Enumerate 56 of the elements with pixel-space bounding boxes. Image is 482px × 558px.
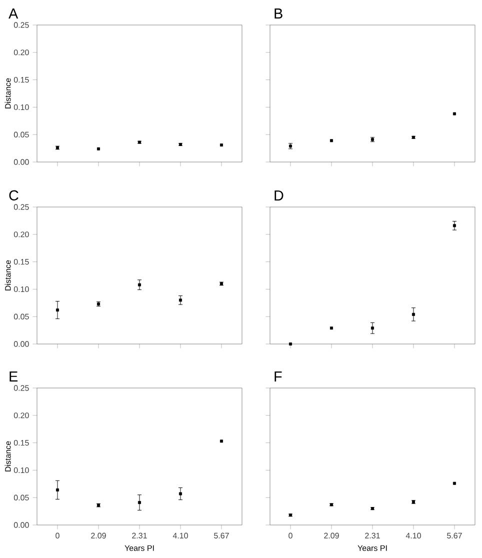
- x-tick-label: 0: [288, 532, 292, 538]
- y-tick-label: 0.05: [14, 132, 29, 138]
- x-axis-title: Years PI: [358, 545, 387, 551]
- y-tick-label: 0.10: [14, 286, 29, 292]
- point: [56, 308, 59, 312]
- y-tick-label: 0.10: [14, 104, 29, 110]
- point: [452, 482, 456, 485]
- x-tick-label: 4.10: [172, 532, 188, 538]
- y-axis-title: Distance: [4, 260, 11, 290]
- y-tick-label: 0.15: [14, 258, 29, 265]
- y-axis-title: Distance: [4, 78, 11, 108]
- chart-title: E: [10, 372, 18, 382]
- y-tick-label: 0.00: [14, 159, 29, 165]
- x-axis-title: Years PI: [124, 545, 154, 551]
- y-tick-label: 0.00: [14, 522, 29, 528]
- point: [330, 326, 333, 330]
- point: [138, 501, 141, 504]
- y-tick-label: 0.25: [14, 22, 29, 28]
- chart-title: F: [274, 372, 282, 382]
- x-tick-label: 2.09: [324, 532, 339, 538]
- y-tick-label: 0.10: [14, 467, 29, 474]
- point: [220, 440, 223, 443]
- y-tick-label: 0.20: [14, 232, 29, 238]
- point: [412, 312, 415, 316]
- chart-title: C: [9, 190, 18, 200]
- y-tick-label: 0.05: [14, 494, 29, 500]
- x-tick-label: 5.67: [214, 532, 229, 538]
- point: [452, 112, 456, 116]
- y-tick-label: 0.15: [14, 440, 29, 446]
- point: [138, 283, 141, 286]
- x-tick-label: 2.31: [365, 532, 380, 538]
- chart-title: A: [8, 8, 18, 18]
- x-tick-label: 4.10: [406, 532, 421, 538]
- point: [96, 147, 100, 150]
- y-tick-label: 0.25: [14, 385, 29, 391]
- point: [178, 298, 182, 302]
- y-tick-label: 0.00: [14, 341, 29, 347]
- y-axis-title: Distance: [4, 441, 11, 472]
- chart-title: B: [274, 8, 282, 18]
- y-tick-label: 0.25: [14, 204, 29, 210]
- point: [220, 144, 223, 147]
- point: [288, 342, 292, 346]
- point: [370, 326, 374, 330]
- x-tick-label: 2.09: [91, 532, 106, 538]
- point: [56, 488, 59, 492]
- point: [452, 224, 456, 228]
- chart-title: D: [274, 190, 284, 200]
- y-tick-label: 0.05: [14, 314, 29, 320]
- x-tick-label: 5.67: [447, 532, 462, 538]
- y-tick-label: 0.20: [14, 50, 29, 56]
- point: [178, 492, 182, 496]
- x-tick-label: 0: [56, 532, 60, 538]
- point: [330, 139, 333, 142]
- y-tick-label: 0.20: [14, 412, 29, 418]
- x-tick-label: 2.31: [132, 532, 147, 538]
- y-tick-label: 0.15: [14, 76, 29, 83]
